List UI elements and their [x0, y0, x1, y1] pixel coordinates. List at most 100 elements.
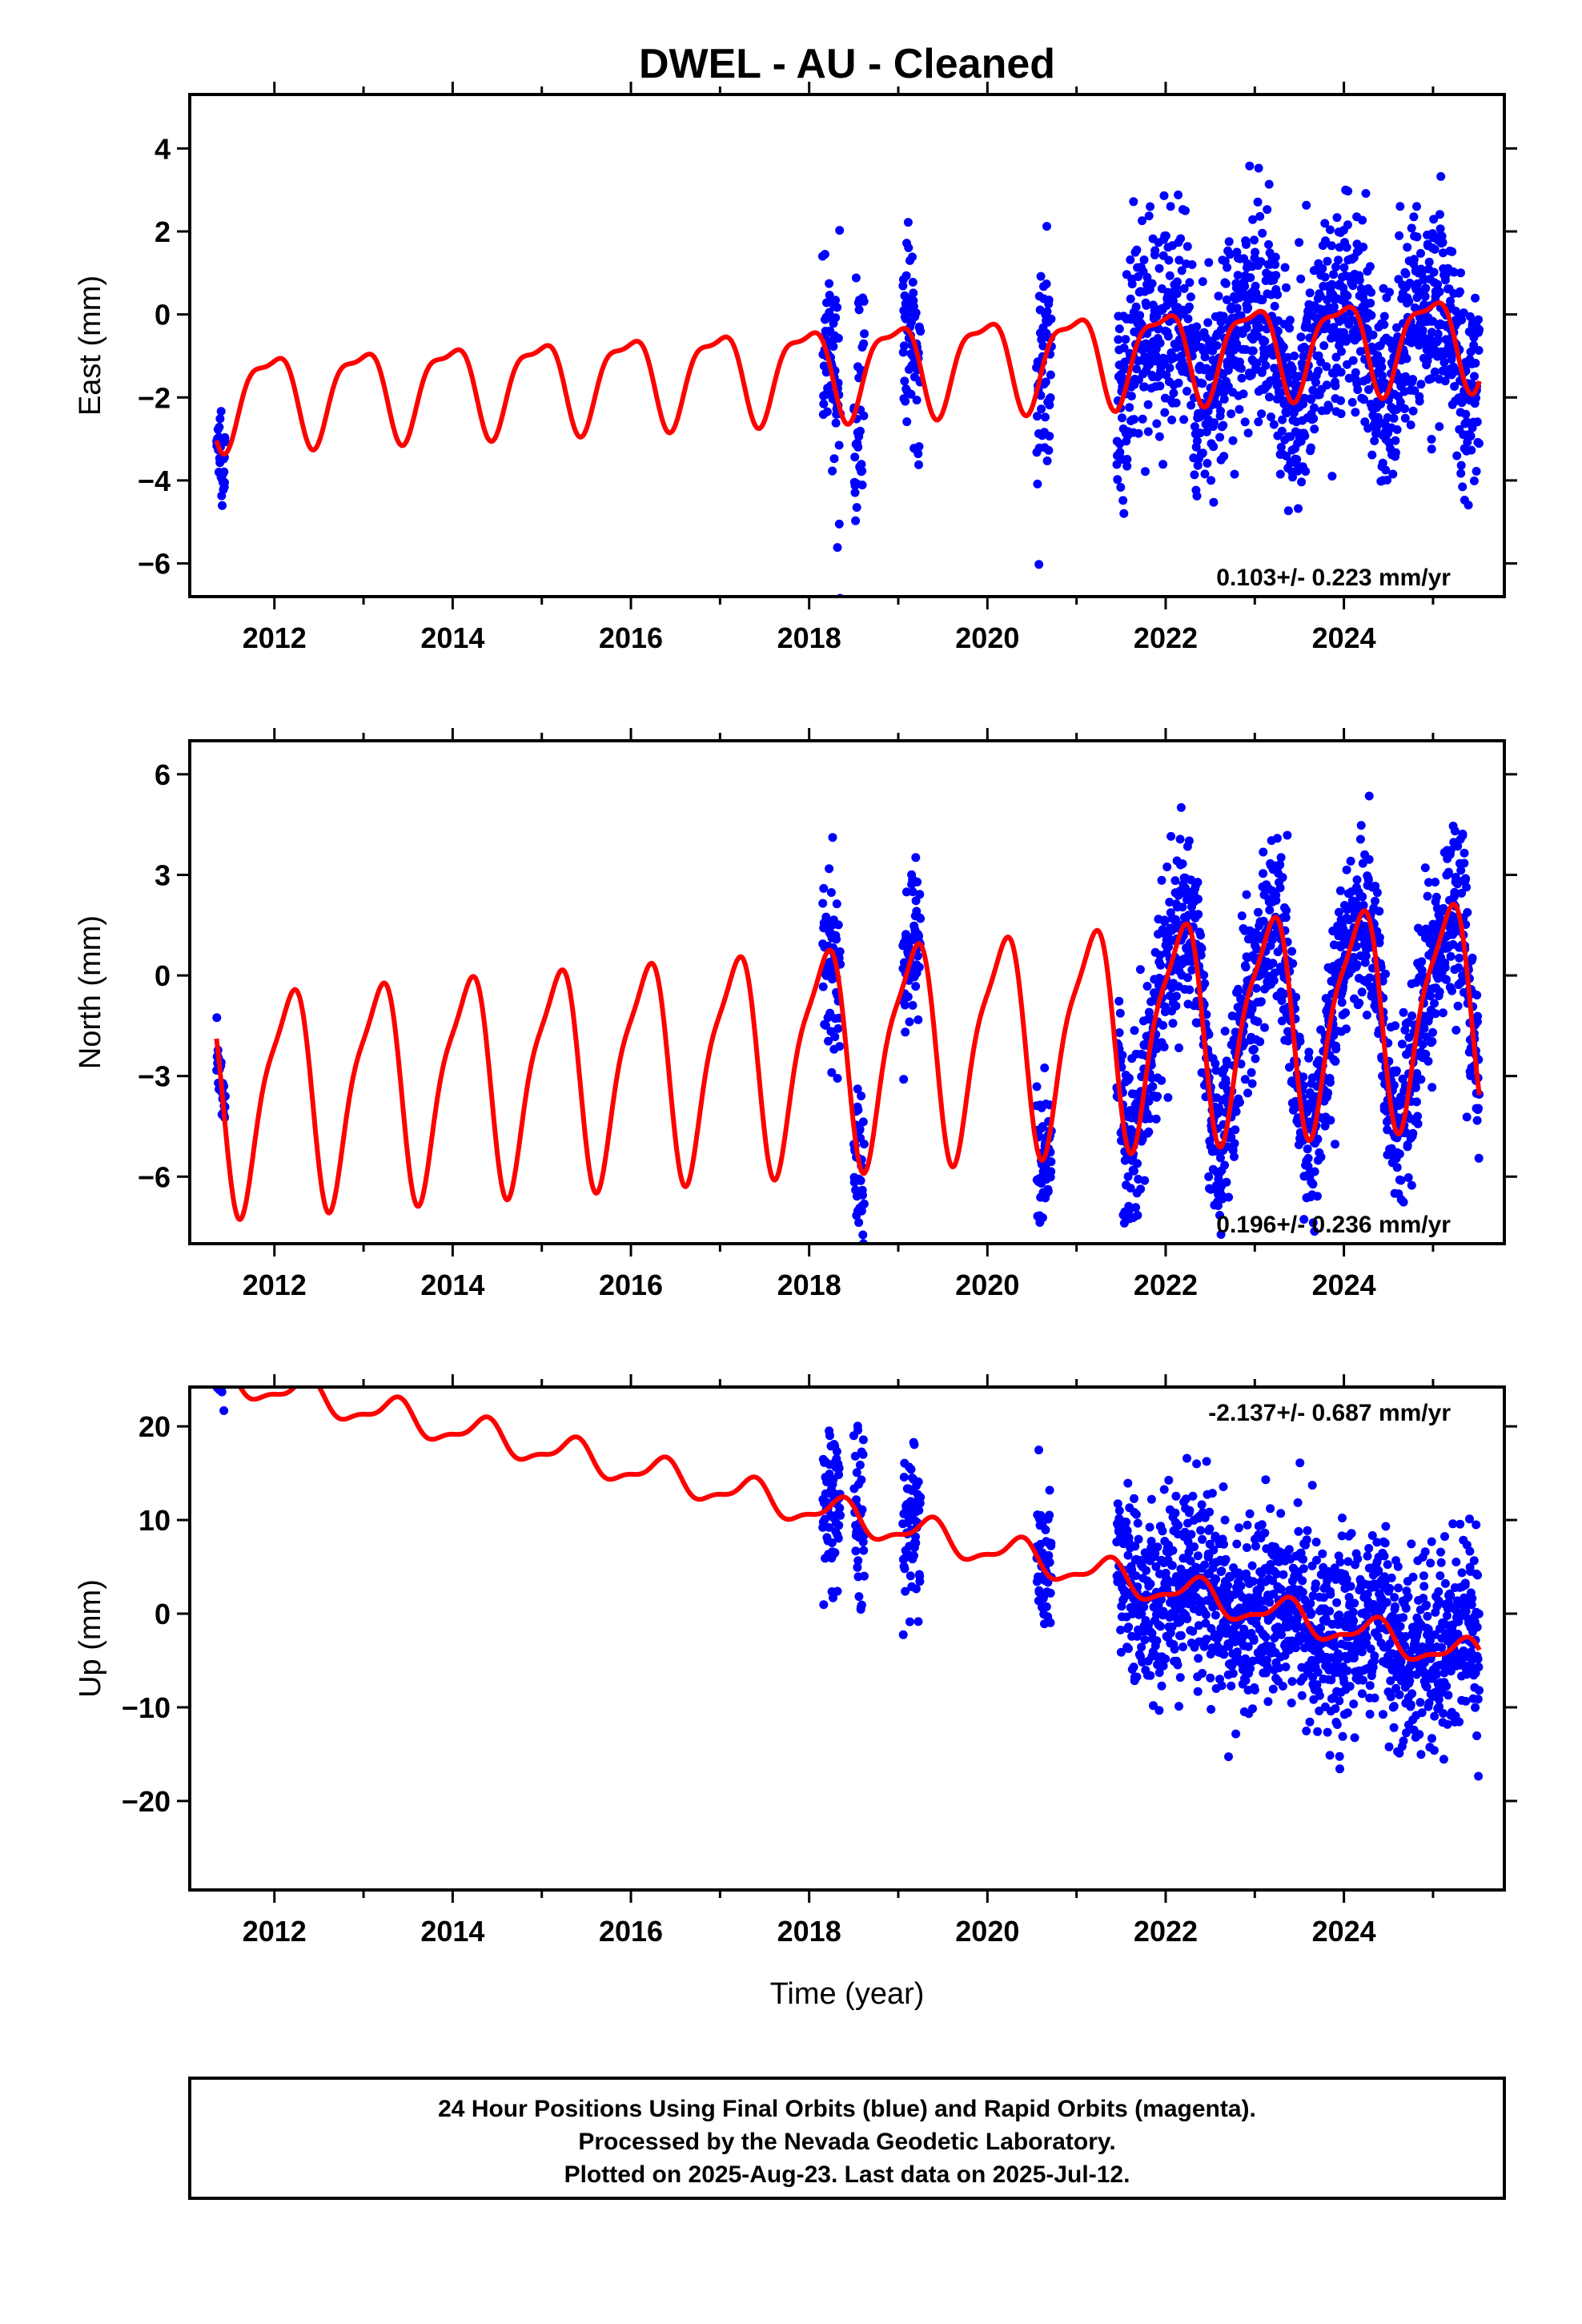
north-data-point — [1474, 1153, 1484, 1163]
east-ytick-label: 4 — [155, 132, 171, 165]
east-data-point — [822, 298, 831, 308]
north-data-point — [1362, 1011, 1371, 1019]
north-data-point — [1230, 1152, 1239, 1161]
up-data-point — [1146, 1579, 1155, 1589]
east-data-points — [212, 161, 1484, 597]
north-data-point — [1419, 1023, 1429, 1033]
up-data-point — [1284, 1545, 1294, 1554]
east-data-point — [1285, 324, 1295, 333]
north-data-point — [1136, 1184, 1146, 1194]
east-data-point — [1318, 263, 1327, 273]
up-data-point — [1440, 1578, 1450, 1588]
east-data-point — [1385, 287, 1394, 297]
east-data-point — [857, 466, 867, 476]
up-data-point — [1469, 1556, 1479, 1566]
north-data-point — [1170, 876, 1180, 886]
east-data-point — [854, 305, 864, 315]
north-data-point — [1214, 1201, 1223, 1210]
east-data-point — [1348, 356, 1358, 365]
north-data-point — [1223, 1059, 1232, 1069]
north-data-point — [1240, 1075, 1250, 1084]
east-data-point — [1383, 476, 1392, 485]
up-data-point — [1236, 1581, 1246, 1590]
up-data-point — [1443, 1719, 1452, 1729]
north-data-point — [1295, 1036, 1305, 1046]
east-data-point — [1158, 460, 1168, 469]
up-data-point — [853, 1556, 863, 1566]
up-data-point — [1260, 1528, 1270, 1538]
up-data-point — [1406, 1670, 1415, 1679]
north-data-point — [1247, 1079, 1257, 1088]
east-data-point — [1472, 467, 1481, 476]
north-ytick-label: 0 — [155, 959, 171, 992]
east-data-point — [1334, 255, 1343, 265]
up-data-point — [219, 1358, 228, 1367]
east-data-point — [1277, 426, 1287, 436]
east-data-point — [1250, 235, 1259, 245]
north-data-point — [1158, 1020, 1168, 1030]
east-data-point — [1359, 395, 1368, 404]
up-data-point — [1382, 1598, 1391, 1607]
east-data-point — [1114, 335, 1123, 344]
east-data-point — [859, 411, 869, 420]
north-data-point — [1372, 888, 1382, 898]
up-data-point — [1472, 1731, 1482, 1740]
north-data-point — [1443, 867, 1453, 877]
north-data-point — [1276, 853, 1286, 862]
east-data-point — [1325, 225, 1335, 235]
up-data-point — [212, 1338, 221, 1347]
up-xtick-label: 2016 — [599, 1915, 663, 1948]
east-data-point — [1336, 396, 1345, 405]
up-data-point — [1140, 1635, 1150, 1645]
east-data-point — [1138, 216, 1146, 226]
up-data-point — [1132, 1672, 1142, 1682]
up-data-point — [1436, 1558, 1446, 1567]
up-data-point — [217, 1350, 226, 1359]
east-data-point — [1138, 345, 1147, 355]
up-data-point — [916, 1493, 926, 1502]
up-data-point — [1200, 1560, 1210, 1570]
north-data-point — [1337, 998, 1347, 1007]
north-data-point — [857, 1092, 866, 1100]
east-data-point — [859, 296, 869, 306]
north-data-point — [1398, 1074, 1407, 1084]
up-data-point — [1182, 1614, 1192, 1623]
east-data-point — [1378, 458, 1387, 468]
east-data-point — [1223, 263, 1232, 272]
up-data-point — [1036, 1510, 1046, 1520]
up-data-point — [1272, 1570, 1282, 1578]
north-data-point — [1236, 1059, 1246, 1069]
north-data-point — [827, 1068, 837, 1077]
north-data-point — [1339, 925, 1348, 934]
up-data-point — [1347, 1529, 1356, 1538]
east-data-point — [1429, 267, 1439, 277]
east-data-point — [1464, 501, 1473, 510]
east-data-point — [1418, 326, 1427, 336]
up-data-point — [860, 1571, 869, 1581]
east-data-point — [1389, 413, 1399, 423]
east-data-point — [1343, 220, 1352, 230]
up-data-point — [1434, 1587, 1443, 1596]
east-data-point — [1174, 255, 1184, 265]
up-data-point — [1227, 1681, 1236, 1691]
up-data-point — [1124, 1622, 1134, 1632]
footer-line-3: Plotted on 2025-Aug-23. Last data on 202… — [564, 2161, 1130, 2188]
east-data-point — [1466, 432, 1476, 440]
east-data-point — [1412, 202, 1421, 211]
east-data-point — [1154, 432, 1164, 441]
east-data-point — [1170, 353, 1179, 363]
up-data-point — [1443, 1598, 1453, 1607]
north-xtick-label: 2020 — [955, 1269, 1019, 1301]
up-data-point — [1399, 1736, 1408, 1746]
east-data-point — [1295, 372, 1304, 381]
up-data-point — [1335, 1558, 1345, 1567]
up-data-point — [1330, 1563, 1339, 1573]
up-data-point — [1389, 1723, 1399, 1732]
east-data-point — [1392, 425, 1402, 434]
east-data-point — [1236, 311, 1246, 320]
up-data-point — [1465, 1546, 1475, 1556]
north-data-point — [818, 982, 828, 991]
up-data-point — [1261, 1475, 1271, 1485]
east-xtick-label: 2024 — [1312, 621, 1376, 654]
